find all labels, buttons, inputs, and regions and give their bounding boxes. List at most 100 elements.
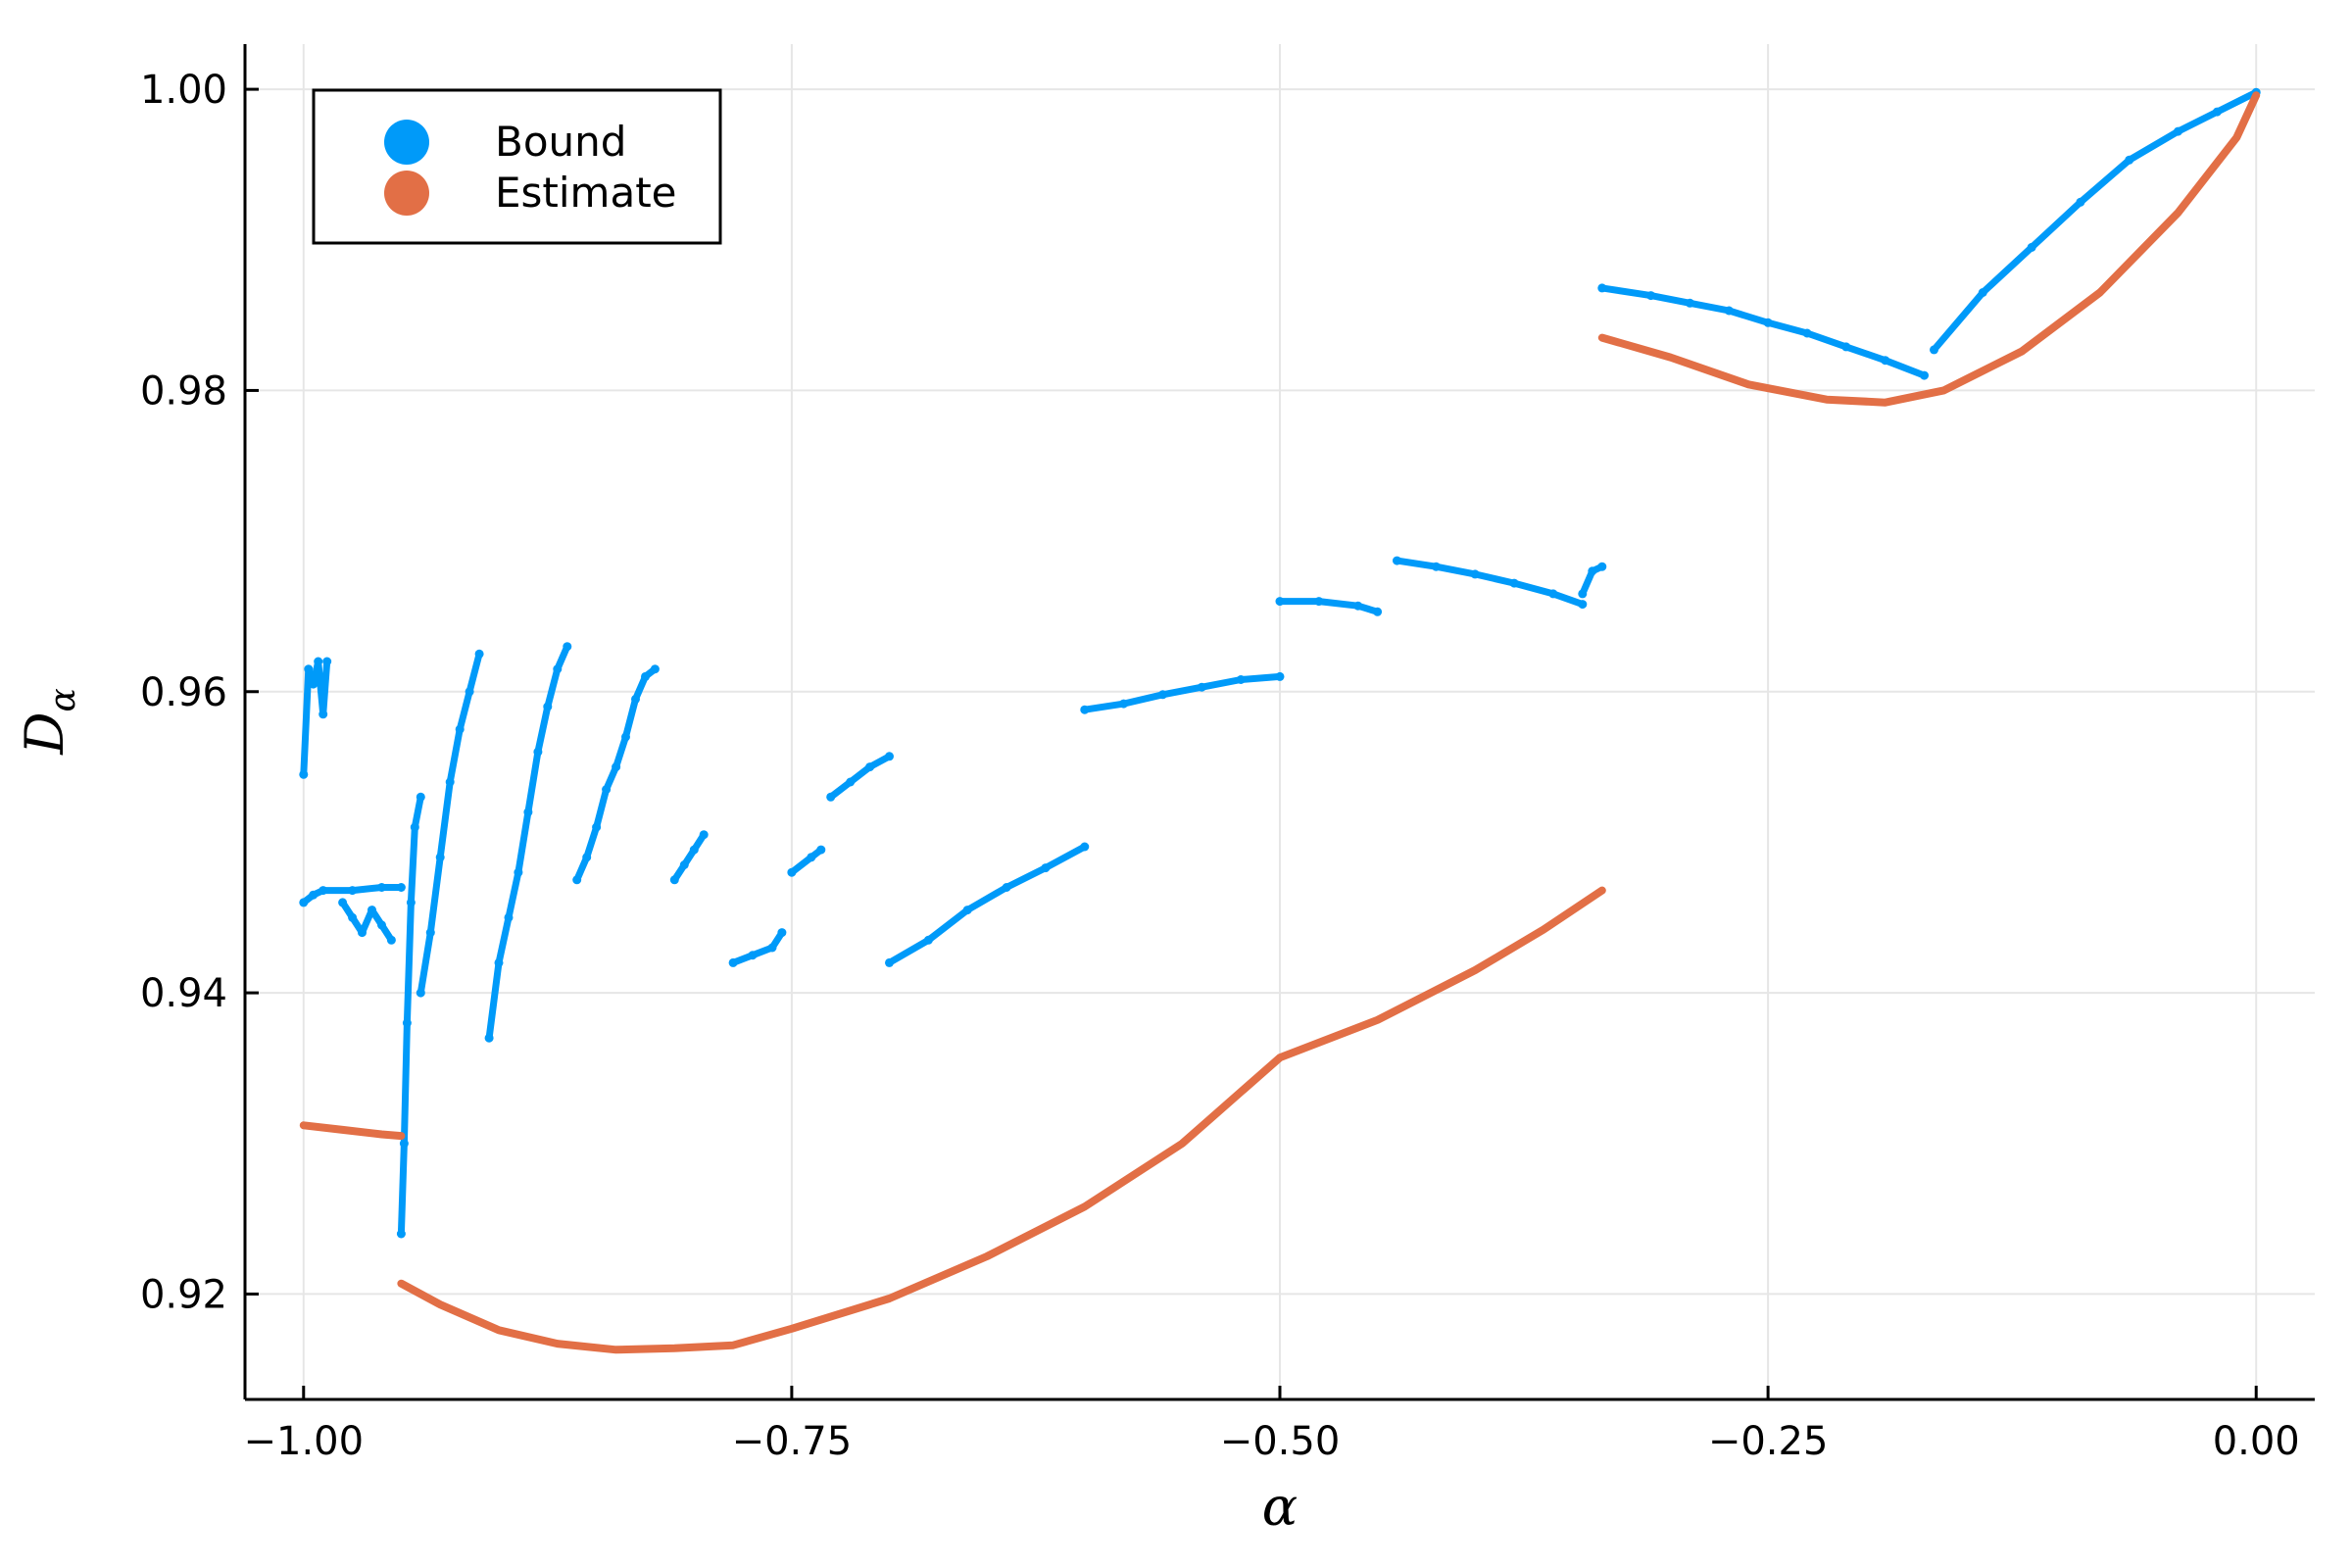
x-ticks: −1.00 −0.75 −0.50 −0.25 0.00 <box>243 1386 2300 1464</box>
bound-point <box>474 649 484 659</box>
bound-point <box>1802 328 1812 338</box>
bound-point <box>299 769 309 779</box>
bound-point <box>2125 155 2134 165</box>
bound-point <box>787 867 797 877</box>
bound-point <box>621 732 630 742</box>
bound-point <box>563 642 572 652</box>
bound-point <box>1119 699 1129 709</box>
bound-point <box>523 808 533 817</box>
bound-point <box>396 883 406 892</box>
bound-point <box>377 920 386 930</box>
y-axis-label-group: Dα <box>14 688 83 756</box>
bound-trace <box>416 650 483 997</box>
bound-point <box>962 906 972 915</box>
bound-point <box>767 943 777 953</box>
bound-point <box>1646 291 1656 301</box>
bound-point <box>669 875 679 885</box>
bound-point <box>1080 842 1090 852</box>
bound-point <box>494 957 504 967</box>
bound-point <box>1353 601 1363 611</box>
legend-box <box>312 88 722 245</box>
x-tick-label: −0.50 <box>1220 1419 1341 1464</box>
bound-trace <box>485 643 571 1042</box>
bound-trace <box>729 929 786 966</box>
bound-trace <box>670 831 708 884</box>
bound-point <box>1978 288 1987 297</box>
bound-point <box>377 883 386 892</box>
x-tick-label: −0.75 <box>732 1419 853 1464</box>
bound-point <box>728 957 738 967</box>
bound-point <box>416 792 425 802</box>
series-bound <box>299 87 2261 1239</box>
grid <box>245 44 2315 1399</box>
bound-point <box>533 747 543 757</box>
bound-point <box>612 762 621 772</box>
y-tick-label: 0.98 <box>140 368 227 414</box>
bound-point <box>410 822 419 832</box>
bound-point <box>826 792 836 802</box>
bound-trace <box>300 658 331 778</box>
bound-point <box>679 860 689 869</box>
y-tick-label: 0.94 <box>140 971 227 1016</box>
bound-point <box>2076 197 2085 207</box>
bound-point <box>1763 318 1773 327</box>
bound-point <box>348 886 358 896</box>
bound-point <box>445 777 455 787</box>
series <box>299 87 2261 1354</box>
legend-marker-bound <box>384 120 429 165</box>
bound-point <box>1597 283 1607 293</box>
bound-point <box>2027 242 2036 252</box>
estimate-line <box>397 886 1606 1354</box>
bound-point <box>416 988 425 998</box>
bound-point <box>846 777 856 787</box>
bound-point <box>1275 671 1285 681</box>
bound-point <box>1236 675 1246 684</box>
bound-point <box>1002 883 1011 892</box>
bound-point <box>338 898 348 907</box>
bound-point <box>455 724 465 734</box>
y-axis-label: Dα <box>14 688 83 756</box>
bound-point <box>1509 578 1519 588</box>
bound-point <box>1080 705 1090 714</box>
bound-trace <box>827 753 893 801</box>
bound-point <box>309 890 318 900</box>
bound-point <box>1041 863 1051 873</box>
x-tick-label: −1.00 <box>243 1419 364 1464</box>
bound-point <box>689 845 699 855</box>
bound-point <box>1920 370 1929 380</box>
bound-trace <box>397 793 424 1238</box>
y-tick-label: 1.00 <box>140 68 227 113</box>
bound-point <box>650 664 660 674</box>
x-tick-label: 0.00 <box>2213 1419 2300 1464</box>
bound-point <box>1275 597 1285 607</box>
bound-point <box>602 785 612 795</box>
bound-point <box>1881 356 1890 366</box>
bound-point <box>396 1229 406 1239</box>
bound-point <box>1197 682 1206 692</box>
estimate-line <box>1597 91 2261 407</box>
y-tick-label: 0.96 <box>140 670 227 715</box>
bound-point <box>641 671 650 681</box>
bound-point <box>1685 298 1694 308</box>
bound-trace <box>886 843 1089 966</box>
bound-point <box>504 912 514 922</box>
bound-point <box>386 935 396 945</box>
bound-point <box>1588 566 1597 576</box>
legend: Bound Estimate <box>312 88 722 245</box>
bound-point <box>399 1139 409 1149</box>
x-axis-label: α <box>1262 1476 1298 1538</box>
bound-point <box>484 1033 494 1043</box>
bound-point <box>514 867 523 877</box>
y-axis-label-main: D <box>14 712 75 756</box>
bound-point <box>1431 562 1441 571</box>
bound-point <box>368 906 376 915</box>
bound-point <box>304 664 314 674</box>
y-ticks: 0.92 0.94 0.96 0.98 1.00 <box>140 68 259 1317</box>
bound-trace <box>1394 557 1587 609</box>
bound-point <box>1578 589 1588 599</box>
bound-point <box>318 710 328 719</box>
bound-point <box>572 875 582 885</box>
estimate-line <box>299 1121 406 1141</box>
bound-point <box>1597 562 1607 571</box>
